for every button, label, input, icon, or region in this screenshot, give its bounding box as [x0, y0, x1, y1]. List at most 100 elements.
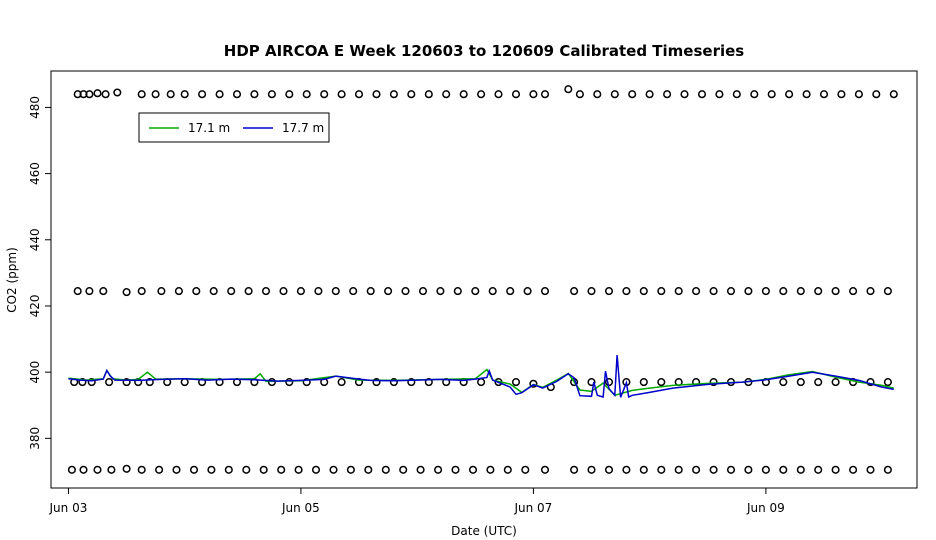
data-point — [540, 465, 550, 474]
data-point — [314, 287, 323, 296]
data-point — [610, 90, 619, 99]
data-point — [866, 465, 875, 474]
chart-title: HDP AIRCOA E Week 120603 to 120609 Calib… — [224, 42, 745, 60]
y-axis: 380 400 420 440 460 480 — [28, 96, 52, 450]
x-axis-label: Date (UTC) — [451, 524, 517, 538]
data-point — [78, 378, 87, 387]
data-point — [279, 287, 288, 296]
data-point — [209, 287, 218, 296]
y-axis-label: CO2 (ppm) — [5, 247, 19, 313]
data-point — [709, 465, 718, 474]
data-point — [697, 90, 707, 99]
data-point — [854, 90, 863, 99]
data-point — [837, 90, 846, 99]
data-point — [145, 378, 154, 387]
data-point — [416, 465, 425, 474]
data-point — [261, 287, 271, 296]
data-point — [657, 287, 666, 296]
data-point — [250, 90, 259, 99]
data-point — [639, 287, 648, 296]
data-point — [680, 90, 689, 99]
data-point — [488, 287, 497, 296]
data-point — [628, 90, 637, 99]
data-point — [506, 287, 515, 296]
data-point — [372, 378, 381, 387]
data-point — [529, 379, 538, 388]
data-point — [418, 287, 428, 296]
data-point — [436, 287, 445, 296]
data-point — [224, 465, 233, 474]
data-point — [814, 465, 823, 474]
data-point — [137, 287, 146, 296]
data-point — [674, 287, 683, 296]
data-point — [198, 90, 207, 99]
calibration-markers — [67, 85, 898, 474]
data-point — [663, 90, 672, 99]
data-point — [468, 465, 478, 474]
data-point — [155, 465, 164, 474]
data-point — [726, 465, 736, 474]
data-point — [593, 90, 602, 99]
data-point — [442, 90, 451, 99]
data-point — [296, 287, 305, 296]
legend-label-17-1m: 17.1 m — [188, 121, 230, 135]
data-point — [399, 465, 408, 474]
data-point — [215, 90, 224, 99]
data-point — [180, 378, 189, 387]
data-point — [477, 90, 486, 99]
data-point — [93, 89, 102, 98]
data-point — [744, 287, 753, 296]
data-point — [105, 378, 114, 387]
data-point — [459, 90, 468, 99]
data-point — [189, 465, 199, 474]
data-point — [570, 287, 579, 296]
data-point — [744, 465, 753, 474]
y-tick-label: 400 — [28, 361, 42, 384]
data-point — [767, 90, 776, 99]
data-point — [137, 465, 146, 474]
data-point — [587, 287, 596, 296]
data-point — [122, 378, 131, 387]
data-point — [715, 90, 724, 99]
data-point — [889, 90, 898, 99]
data-point — [674, 465, 683, 474]
data-point — [107, 465, 116, 474]
x-tick-label: Jun 07 — [513, 501, 552, 515]
data-point — [604, 287, 614, 296]
data-point — [814, 287, 823, 296]
data-point — [137, 90, 146, 99]
data-point — [831, 465, 840, 474]
data-point — [277, 465, 286, 474]
data-point — [207, 465, 216, 474]
data-point — [259, 465, 268, 474]
data-point — [354, 90, 364, 99]
y-tick-label: 380 — [28, 427, 42, 450]
data-point — [73, 287, 82, 296]
data-point — [796, 378, 805, 387]
data-point — [285, 378, 294, 387]
data-point — [87, 378, 96, 387]
data-point — [424, 378, 433, 387]
data-point — [407, 378, 416, 387]
data-point — [267, 90, 276, 99]
data-point — [750, 90, 759, 99]
data-point — [67, 465, 76, 474]
data-point — [384, 287, 393, 296]
data-point — [587, 465, 596, 474]
data-point — [311, 465, 321, 474]
data-point — [157, 287, 166, 296]
data-point — [331, 287, 340, 296]
data-point — [302, 378, 311, 387]
data-point — [570, 465, 579, 474]
data-point — [866, 287, 875, 296]
data-point — [73, 90, 82, 99]
data-point — [232, 90, 242, 99]
data-point — [523, 287, 532, 296]
data-point — [657, 465, 666, 474]
data-point — [364, 465, 373, 474]
data-point — [709, 287, 718, 296]
y-tick-label: 420 — [28, 295, 42, 318]
data-point — [503, 465, 512, 474]
data-point — [657, 378, 666, 387]
